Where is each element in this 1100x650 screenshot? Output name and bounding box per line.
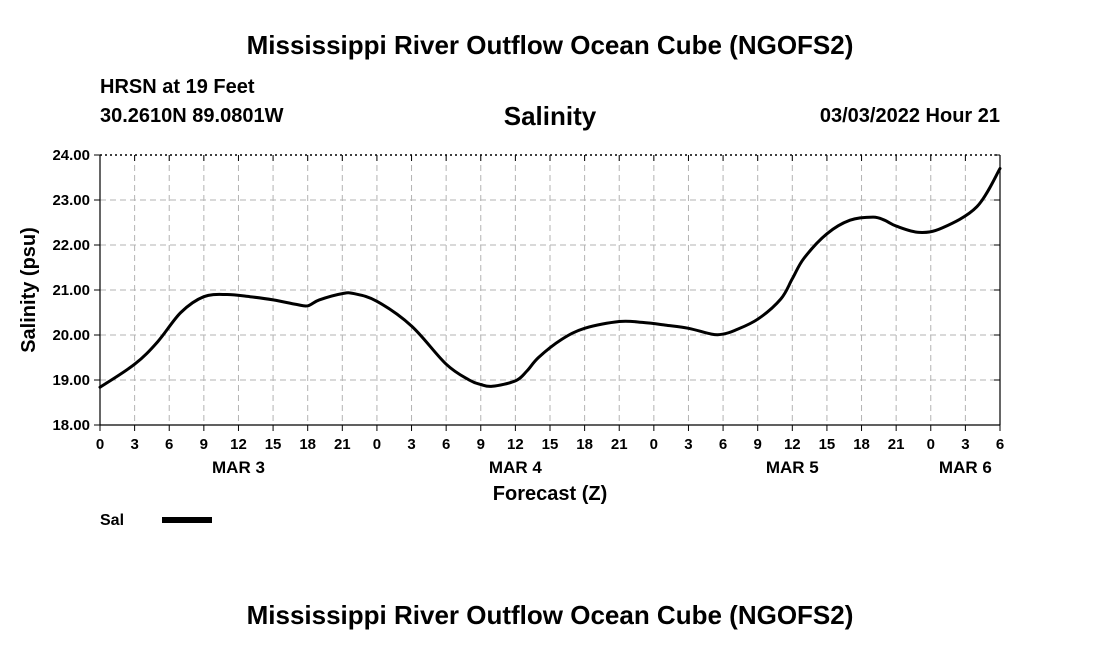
x-tick-label: 6: [719, 436, 727, 453]
x-tick-label: 18: [299, 436, 316, 453]
y-tick-label: 24.00: [52, 147, 90, 164]
x-tick-label: 9: [200, 436, 208, 453]
series-layer: [98, 167, 1002, 389]
x-tick-label: 15: [265, 436, 282, 453]
x-tick-label: 0: [650, 436, 658, 453]
x-tick-label: 21: [888, 436, 905, 453]
main-title: Mississippi River Outflow Ocean Cube (NG…: [246, 30, 854, 60]
x-tick-label: 9: [477, 436, 485, 453]
y-axis-title: Salinity (psu): [18, 227, 40, 353]
y-tick-label: 23.00: [52, 192, 90, 209]
y-tick-label: 21.00: [52, 282, 90, 299]
x-tick-label: 15: [819, 436, 836, 453]
x-tick-label: 6: [996, 436, 1004, 453]
x-tick-label: 21: [334, 436, 351, 453]
x-tick-label: 6: [165, 436, 173, 453]
station-name: HRSN at 19 Feet: [100, 76, 255, 98]
x-tick-label: 9: [754, 436, 762, 453]
x-tick-label: 6: [442, 436, 450, 453]
station-coordinates: 30.2610N 89.0801W: [100, 105, 284, 127]
axes: 0 3 6 9 12 15 18 21 0 3 6 9 12 15 18 21 0 3 6 9 12 15 18 21 0 3 6 1…: [52, 147, 1004, 477]
date-label: MAR 4: [489, 458, 542, 477]
legend-label-sal: Sal: [100, 512, 124, 529]
x-tick-label: 0: [373, 436, 381, 453]
date-label: MAR 5: [766, 458, 819, 477]
x-tick-label: 21: [611, 436, 628, 453]
grid-lines: [100, 155, 1000, 425]
y-tick-label: 19.00: [52, 372, 90, 389]
date-label: MAR 6: [939, 458, 992, 477]
x-tick-label: 3: [130, 436, 138, 453]
chart-title: Salinity: [503, 101, 597, 131]
x-tick-label: 15: [542, 436, 559, 453]
x-tick-label: 3: [407, 436, 415, 453]
x-tick-label: 18: [576, 436, 593, 453]
x-tick-label: 0: [96, 436, 104, 453]
x-tick-label: 3: [684, 436, 692, 453]
y-tick-label: 22.00: [52, 237, 90, 254]
x-axis-title: Forecast (Z): [493, 483, 607, 505]
series-line-sal: [98, 167, 1002, 389]
y-tick-label: 20.00: [52, 327, 90, 344]
date-label: MAR 3: [212, 458, 265, 477]
legend: Sal: [100, 512, 212, 529]
x-tick-label: 3: [961, 436, 969, 453]
x-tick-label: 12: [230, 436, 247, 453]
x-tick-label: 18: [853, 436, 870, 453]
x-tick-label: 12: [507, 436, 524, 453]
footer-title: Mississippi River Outflow Ocean Cube (NG…: [246, 600, 854, 630]
x-tick-label: 0: [927, 436, 935, 453]
y-tick-label: 18.00: [52, 417, 90, 434]
forecast-datetime: 03/03/2022 Hour 21: [819, 105, 1000, 127]
x-tick-label: 12: [784, 436, 801, 453]
